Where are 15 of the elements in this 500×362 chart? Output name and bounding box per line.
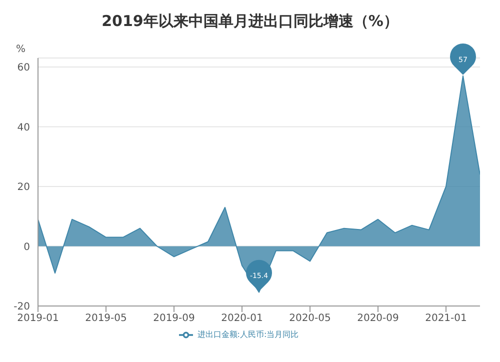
x-tick-label: 2019-01 bbox=[17, 313, 59, 324]
chart-title: 2019年以来中国单月进出口同比增速（%） bbox=[100, 11, 400, 32]
y-tick-label: 40 bbox=[17, 122, 30, 134]
legend-label: 进出口金额:人民币:当月同比 bbox=[197, 330, 299, 340]
x-tick-label: 2019-05 bbox=[85, 313, 127, 324]
x-tick-label: 2020-09 bbox=[357, 313, 399, 324]
y-tick-label: 20 bbox=[17, 182, 30, 194]
x-tick-label: 2020-05 bbox=[289, 313, 331, 324]
y-tick-label: 0 bbox=[24, 242, 30, 253]
y-tick-label: -20 bbox=[14, 302, 30, 313]
x-tick-label: 2019-09 bbox=[153, 313, 195, 324]
x-tick-label: 2021-01 bbox=[425, 313, 467, 324]
y-axis-title: % bbox=[16, 44, 26, 55]
x-tick-label: 2020-01 bbox=[221, 313, 263, 324]
y-tick-label: 60 bbox=[17, 62, 30, 74]
